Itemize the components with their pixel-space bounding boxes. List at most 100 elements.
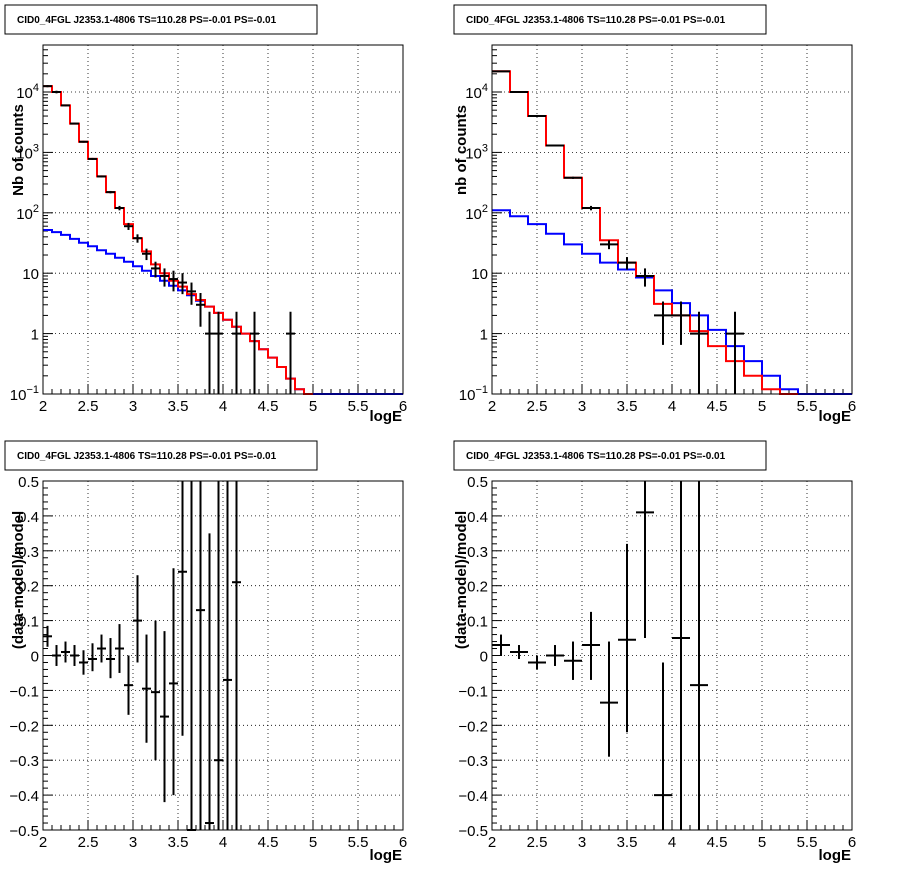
y-tick-label: −0.3: [9, 753, 39, 770]
chart-title-box: [4, 4, 318, 35]
data-point: [286, 311, 295, 394]
data-point: [232, 311, 241, 394]
chart-panel-3: 2 2.5 3 3.5 4 4.5 5 5.5 6 −0.5 −0.4 −0.3 −0.2 −0.1 0 0.…: [4, 440, 407, 864]
chart-title: CID0_4FGL J2353.1-4806 TS=110.28 PS=-0.0…: [17, 15, 277, 26]
x-tick-label: 2.5: [527, 834, 548, 851]
x-tick-label: 4: [219, 398, 227, 415]
data-point: [88, 643, 97, 672]
y-tick-label: −0.5: [9, 823, 39, 840]
x-tick-label: 2: [488, 834, 496, 851]
data-point: [250, 311, 259, 394]
data-point: [61, 641, 70, 663]
data-point: [151, 261, 160, 278]
data-point: [582, 205, 600, 211]
histogram-line-1: [492, 209, 852, 395]
y-tick-label: −0.2: [9, 718, 39, 735]
y-tick-label: 0: [31, 649, 39, 666]
data-point: [106, 190, 115, 194]
y-tick-label: 0.3: [467, 544, 488, 561]
data-point: [564, 176, 582, 179]
y-axis-label: (data-model)/model: [10, 511, 27, 649]
x-tick-label: 3.5: [168, 834, 189, 851]
histogram-line-2: [43, 85, 313, 395]
data-point: [43, 85, 52, 88]
x-tick-label: 6: [848, 834, 856, 851]
y-tick-label: 0.2: [467, 579, 488, 596]
y-tick-label: 0.5: [467, 474, 488, 491]
y-tick-label: −0.1: [9, 683, 39, 700]
chart-title: CID0_4FGL J2353.1-4806 TS=110.28 PS=-0.0…: [17, 451, 277, 462]
x-tick-label: 5: [309, 398, 317, 415]
y-tick-label: 103: [16, 142, 39, 162]
x-tick-label: 3: [129, 834, 137, 851]
data-point: [564, 641, 582, 680]
x-tick-label: 4: [668, 834, 676, 851]
y-tick-label: 0.2: [18, 579, 39, 596]
plot-frame: [491, 44, 853, 395]
x-axis-label: logE: [370, 408, 403, 425]
x-tick-label: 2: [488, 398, 496, 415]
y-tick-label: 0.4: [467, 509, 488, 526]
data-point: [196, 293, 205, 327]
data-point: [205, 533, 214, 830]
x-tick-label: 3: [578, 398, 586, 415]
plot-frame: [42, 480, 404, 831]
x-tick-label: 4: [668, 398, 676, 415]
y-tick-label: 10: [471, 266, 488, 283]
data-point: [160, 268, 169, 287]
data-point: [160, 631, 169, 803]
data-point: [70, 645, 79, 666]
x-axis-label: logE: [819, 847, 852, 864]
data-point: [97, 634, 106, 663]
y-tick-label: −0.3: [458, 753, 488, 770]
x-tick-label: 2.5: [527, 398, 548, 415]
data-point: [672, 481, 690, 830]
x-tick-label: 2.5: [78, 834, 99, 851]
x-tick-label: 5: [309, 834, 317, 851]
y-tick-label: 104: [465, 82, 488, 102]
data-point: [187, 282, 196, 305]
x-tick-label: 5.5: [797, 398, 818, 415]
x-tick-label: 3.5: [617, 834, 638, 851]
data-point: [151, 620, 160, 761]
data-point: [672, 301, 690, 345]
y-tick-label: 0.1: [18, 614, 39, 631]
data-point: [106, 638, 115, 679]
y-tick-label: 0: [480, 649, 488, 666]
data-point: [654, 301, 672, 345]
data-point: [232, 481, 241, 830]
data-point: [654, 662, 672, 830]
data-point: [510, 645, 528, 659]
y-tick-label: 0.1: [467, 614, 488, 631]
x-tick-label: 4.5: [258, 834, 279, 851]
x-tick-label: 2: [39, 398, 47, 415]
data-point: [124, 655, 133, 715]
data-point: [600, 240, 618, 250]
data-point: [600, 641, 618, 757]
y-tick-label: −0.1: [458, 683, 488, 700]
data-point: [582, 611, 600, 680]
x-tick-label: 5.5: [348, 834, 369, 851]
data-point: [690, 481, 708, 830]
x-tick-label: 3: [578, 834, 586, 851]
x-tick-label: 5.5: [348, 398, 369, 415]
x-tick-label: 2.5: [78, 398, 99, 415]
data-point: [223, 481, 232, 830]
plot-frame: [491, 480, 853, 831]
data-point: [492, 70, 510, 73]
y-tick-label: 0.5: [18, 474, 39, 491]
data-point: [636, 268, 654, 287]
x-tick-label: 3.5: [168, 398, 189, 415]
y-axis-label: Nb of counts: [10, 104, 27, 196]
y-tick-label: −0.4: [9, 788, 39, 805]
data-point: [97, 175, 106, 178]
y-tick-label: 1: [31, 327, 39, 344]
data-point: [178, 273, 187, 295]
data-point: [528, 115, 546, 118]
chart-title: CID0_4FGL J2353.1-4806 TS=110.28 PS=-0.0…: [466, 451, 726, 462]
y-tick-label: 0.3: [18, 544, 39, 561]
y-tick-label: 10−1: [10, 384, 39, 404]
x-tick-label: 3.5: [617, 398, 638, 415]
data-point: [205, 311, 214, 394]
data-point: [88, 157, 97, 160]
